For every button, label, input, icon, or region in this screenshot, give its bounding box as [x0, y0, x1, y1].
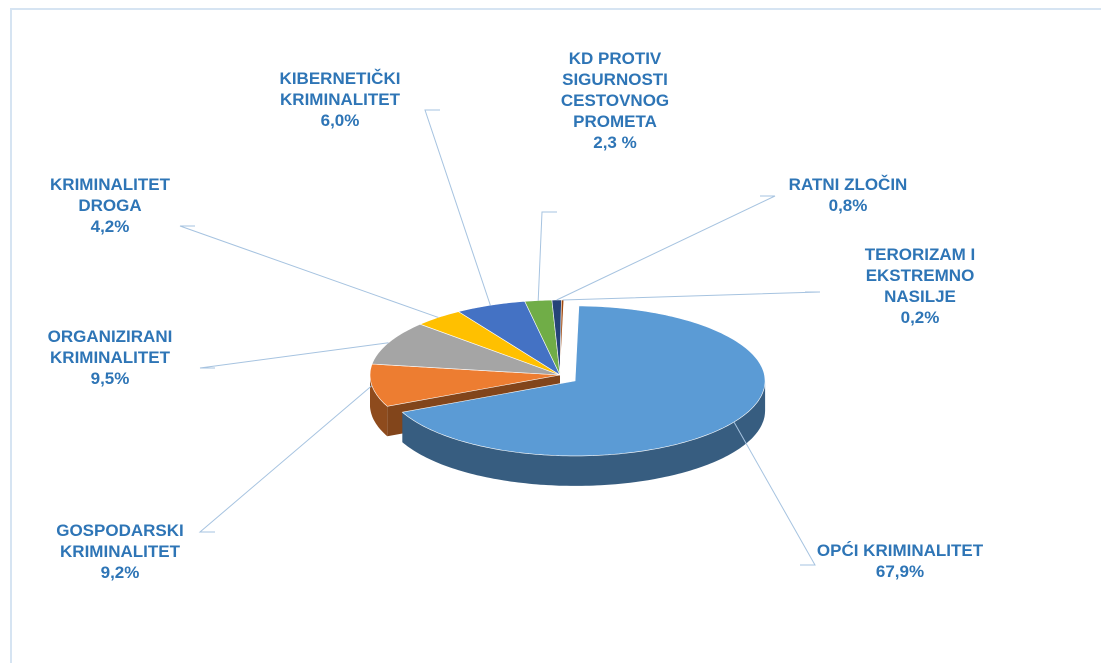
- value-label: 6,0%: [320, 111, 360, 130]
- slice: [524, 299, 561, 376]
- value-label: 0,8%: [828, 196, 868, 215]
- category-label: KIBERNETIČKI KRIMINALITET: [279, 69, 401, 109]
- slice: [401, 305, 766, 457]
- slice: [457, 300, 561, 376]
- data-label: OPĆI KRIMINALITET 67,9%: [817, 540, 983, 582]
- data-label: KRIMINALITET DROGA 4,2%: [50, 174, 170, 237]
- slice: [559, 299, 565, 376]
- value-label: 67,9%: [875, 562, 925, 581]
- slice-side: [370, 375, 388, 437]
- category-label: GOSPODARSKI KRIMINALITET: [56, 521, 184, 561]
- value-label: 4,2%: [90, 217, 130, 236]
- category-label: TERORIZAM I EKSTREMNO NASILJE: [864, 245, 976, 306]
- slice-side: [402, 380, 766, 486]
- leader-line: [556, 195, 776, 301]
- slice: [369, 363, 561, 407]
- data-label: KD PROTIV SIGURNOSTI CESTOVNOG PROMETA 2,…: [561, 48, 669, 153]
- category-label: KRIMINALITET DROGA: [50, 175, 170, 215]
- plot-frame: [10, 8, 1101, 663]
- leader-line: [179, 225, 439, 318]
- data-label: ORGANIZIRANI KRIMINALITET 9,5%: [48, 326, 173, 389]
- value-label: 2,3 %: [593, 133, 637, 152]
- data-label: GOSPODARSKI KRIMINALITET 9,2%: [56, 520, 184, 583]
- category-label: RATNI ZLOČIN: [788, 175, 908, 194]
- value-label: 0,2%: [900, 308, 940, 327]
- data-label: KIBERNETIČKI KRIMINALITET 6,0%: [280, 68, 401, 131]
- leader-line: [424, 109, 491, 306]
- data-label: RATNI ZLOČIN 0,8%: [789, 174, 908, 216]
- leader-line: [562, 291, 821, 301]
- category-label: ORGANIZIRANI KRIMINALITET: [47, 327, 173, 367]
- leader-line: [733, 421, 816, 566]
- value-label: 9,5%: [90, 369, 130, 388]
- leader-line: [537, 211, 557, 301]
- leader-line: [199, 342, 389, 369]
- leader-line: [198, 385, 373, 533]
- value-label: 9,2%: [100, 563, 140, 582]
- data-label: TERORIZAM I EKSTREMNO NASILJE 0,2%: [830, 244, 1011, 328]
- category-label: OPĆI KRIMINALITET: [816, 541, 984, 560]
- category-label: KD PROTIV SIGURNOSTI CESTOVNOG PROMETA: [560, 49, 670, 131]
